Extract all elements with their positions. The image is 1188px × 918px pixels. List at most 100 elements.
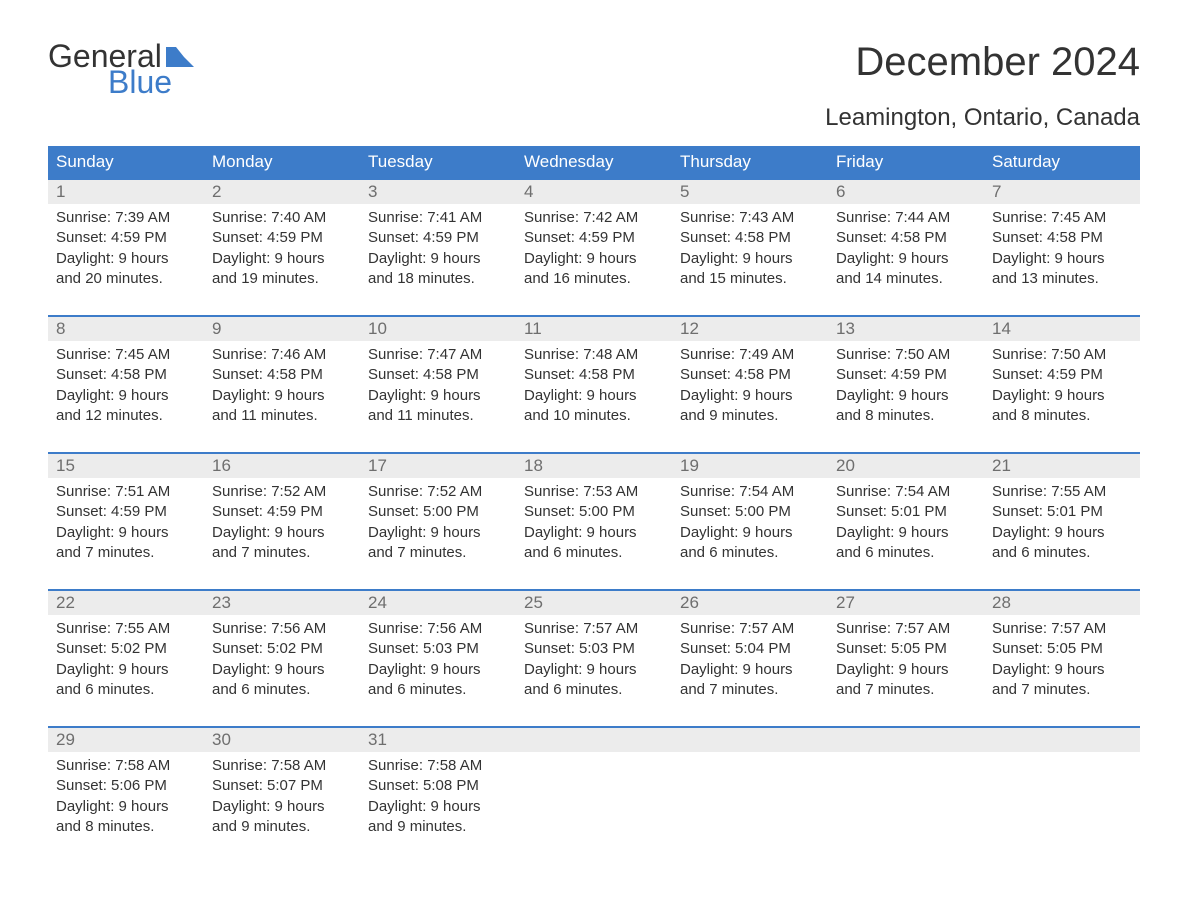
day-number: 17 <box>360 454 516 478</box>
sunset-text: Sunset: 5:08 PM <box>368 776 508 796</box>
day-cell: Sunrise: 7:52 AMSunset: 4:59 PMDaylight:… <box>204 478 360 571</box>
daylight-text: Daylight: 9 hours <box>368 660 508 680</box>
daylight-text: Daylight: 9 hours <box>836 386 976 406</box>
sunset-text: Sunset: 4:59 PM <box>212 502 352 522</box>
daylight-text: Daylight: 9 hours <box>680 660 820 680</box>
day-cell: Sunrise: 7:55 AMSunset: 5:01 PMDaylight:… <box>984 478 1140 571</box>
dow-cell: Wednesday <box>516 146 672 178</box>
dow-cell: Friday <box>828 146 984 178</box>
daylight-text: Daylight: 9 hours <box>836 249 976 269</box>
day-number: 7 <box>984 180 1140 204</box>
daylight-text: Daylight: 9 hours <box>212 249 352 269</box>
day-number: 27 <box>828 591 984 615</box>
day-number <box>828 728 984 752</box>
daylight-text: and 6 minutes. <box>524 680 664 700</box>
daylight-text: and 6 minutes. <box>368 680 508 700</box>
day-number: 15 <box>48 454 204 478</box>
day-cell: Sunrise: 7:49 AMSunset: 4:58 PMDaylight:… <box>672 341 828 434</box>
day-cell: Sunrise: 7:47 AMSunset: 4:58 PMDaylight:… <box>360 341 516 434</box>
daylight-text: Daylight: 9 hours <box>992 660 1132 680</box>
day-number <box>984 728 1140 752</box>
day-cell: Sunrise: 7:57 AMSunset: 5:03 PMDaylight:… <box>516 615 672 708</box>
daylight-text: and 8 minutes. <box>836 406 976 426</box>
day-of-week-header: Sunday Monday Tuesday Wednesday Thursday… <box>48 146 1140 178</box>
daylight-text: and 19 minutes. <box>212 269 352 289</box>
sunrise-text: Sunrise: 7:57 AM <box>680 619 820 639</box>
sunrise-text: Sunrise: 7:49 AM <box>680 345 820 365</box>
daylight-text: and 7 minutes. <box>56 543 196 563</box>
day-number: 13 <box>828 317 984 341</box>
daylight-text: and 6 minutes. <box>680 543 820 563</box>
sunrise-text: Sunrise: 7:43 AM <box>680 208 820 228</box>
day-number: 11 <box>516 317 672 341</box>
daylight-text: Daylight: 9 hours <box>56 249 196 269</box>
calendar-week: 1234567Sunrise: 7:39 AMSunset: 4:59 PMDa… <box>48 178 1140 297</box>
day-cell: Sunrise: 7:44 AMSunset: 4:58 PMDaylight:… <box>828 204 984 297</box>
sunrise-text: Sunrise: 7:40 AM <box>212 208 352 228</box>
calendar-week: 15161718192021Sunrise: 7:51 AMSunset: 4:… <box>48 452 1140 571</box>
day-cell: Sunrise: 7:57 AMSunset: 5:04 PMDaylight:… <box>672 615 828 708</box>
day-cell: Sunrise: 7:51 AMSunset: 4:59 PMDaylight:… <box>48 478 204 571</box>
daylight-text: and 20 minutes. <box>56 269 196 289</box>
daylight-text: Daylight: 9 hours <box>836 523 976 543</box>
day-number: 1 <box>48 180 204 204</box>
daylight-text: and 10 minutes. <box>524 406 664 426</box>
calendar: Sunday Monday Tuesday Wednesday Thursday… <box>48 146 1140 845</box>
sunset-text: Sunset: 4:58 PM <box>836 228 976 248</box>
sunrise-text: Sunrise: 7:42 AM <box>524 208 664 228</box>
daylight-text: Daylight: 9 hours <box>212 386 352 406</box>
sunrise-text: Sunrise: 7:55 AM <box>56 619 196 639</box>
day-cell: Sunrise: 7:45 AMSunset: 4:58 PMDaylight:… <box>984 204 1140 297</box>
day-cell: Sunrise: 7:46 AMSunset: 4:58 PMDaylight:… <box>204 341 360 434</box>
dow-cell: Thursday <box>672 146 828 178</box>
daylight-text: Daylight: 9 hours <box>524 249 664 269</box>
dow-cell: Saturday <box>984 146 1140 178</box>
calendar-week: 891011121314Sunrise: 7:45 AMSunset: 4:58… <box>48 315 1140 434</box>
daylight-text: Daylight: 9 hours <box>524 386 664 406</box>
daylight-text: and 11 minutes. <box>368 406 508 426</box>
sunset-text: Sunset: 4:59 PM <box>56 228 196 248</box>
daylight-text: Daylight: 9 hours <box>680 523 820 543</box>
daylight-text: and 14 minutes. <box>836 269 976 289</box>
day-cell: Sunrise: 7:39 AMSunset: 4:59 PMDaylight:… <box>48 204 204 297</box>
sunset-text: Sunset: 5:03 PM <box>524 639 664 659</box>
day-number: 23 <box>204 591 360 615</box>
sunrise-text: Sunrise: 7:44 AM <box>836 208 976 228</box>
daylight-text: and 13 minutes. <box>992 269 1132 289</box>
day-cell: Sunrise: 7:52 AMSunset: 5:00 PMDaylight:… <box>360 478 516 571</box>
daylight-text: Daylight: 9 hours <box>524 523 664 543</box>
sunrise-text: Sunrise: 7:45 AM <box>992 208 1132 228</box>
day-number: 19 <box>672 454 828 478</box>
day-number: 3 <box>360 180 516 204</box>
sunrise-text: Sunrise: 7:50 AM <box>836 345 976 365</box>
sunset-text: Sunset: 5:00 PM <box>368 502 508 522</box>
daylight-text: and 15 minutes. <box>680 269 820 289</box>
day-number: 10 <box>360 317 516 341</box>
day-cell: Sunrise: 7:58 AMSunset: 5:06 PMDaylight:… <box>48 752 204 845</box>
sunrise-text: Sunrise: 7:56 AM <box>368 619 508 639</box>
day-number: 6 <box>828 180 984 204</box>
sunrise-text: Sunrise: 7:46 AM <box>212 345 352 365</box>
daylight-text: and 8 minutes. <box>992 406 1132 426</box>
sunrise-text: Sunrise: 7:58 AM <box>368 756 508 776</box>
sunrise-text: Sunrise: 7:47 AM <box>368 345 508 365</box>
day-cell: Sunrise: 7:48 AMSunset: 4:58 PMDaylight:… <box>516 341 672 434</box>
calendar-week: 293031Sunrise: 7:58 AMSunset: 5:06 PMDay… <box>48 726 1140 845</box>
daylight-text: Daylight: 9 hours <box>56 660 196 680</box>
page-subtitle: Leamington, Ontario, Canada <box>48 104 1140 132</box>
day-number: 5 <box>672 180 828 204</box>
day-cell: Sunrise: 7:57 AMSunset: 5:05 PMDaylight:… <box>984 615 1140 708</box>
day-number: 30 <box>204 728 360 752</box>
daylight-text: and 6 minutes. <box>212 680 352 700</box>
day-number: 28 <box>984 591 1140 615</box>
daylight-text: and 7 minutes. <box>680 680 820 700</box>
daylight-text: and 7 minutes. <box>212 543 352 563</box>
daylight-text: and 6 minutes. <box>56 680 196 700</box>
day-cell: Sunrise: 7:55 AMSunset: 5:02 PMDaylight:… <box>48 615 204 708</box>
day-cell: Sunrise: 7:42 AMSunset: 4:59 PMDaylight:… <box>516 204 672 297</box>
dow-cell: Sunday <box>48 146 204 178</box>
day-number: 20 <box>828 454 984 478</box>
sunset-text: Sunset: 5:03 PM <box>368 639 508 659</box>
sunset-text: Sunset: 4:58 PM <box>368 365 508 385</box>
day-number: 4 <box>516 180 672 204</box>
